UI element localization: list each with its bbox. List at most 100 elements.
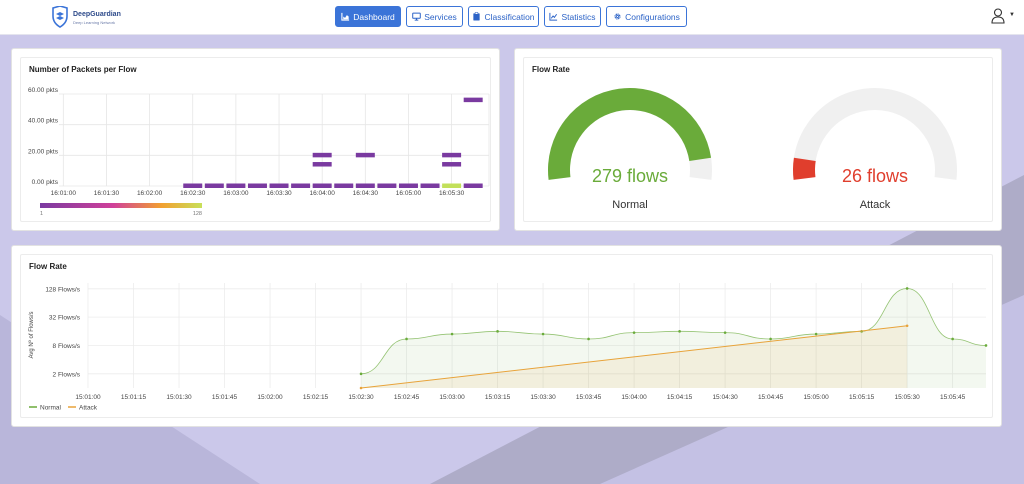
heatmap-x-tick-label: 16:02:30 — [180, 190, 206, 197]
line-x-tick-label: 15:03:00 — [439, 394, 465, 401]
series-normal-point — [984, 344, 988, 347]
flow-rate-gauges-title: Flow Rate — [532, 65, 570, 74]
heatmap-cell — [312, 152, 332, 158]
legend-normal-label: Normal — [40, 405, 62, 412]
nav-dashboard-label: Dashboard — [353, 11, 395, 22]
top-navbar: DeepGuardian Deep Learning Network Dashb… — [0, 0, 1024, 35]
heatmap-cell — [312, 162, 332, 167]
line-x-tick-label: 15:05:30 — [894, 394, 920, 401]
heatmap-cell — [398, 183, 418, 188]
attack-gauge-label: Attack — [860, 199, 891, 211]
series-normal-point — [905, 287, 909, 290]
attack-gauge-value: 26 flows — [842, 166, 908, 186]
line-x-tick-label: 15:02:45 — [394, 394, 420, 401]
chart-area-icon — [341, 12, 350, 21]
line-x-tick-label: 15:01:15 — [121, 394, 147, 401]
heatmap-x-tick-label: 16:04:30 — [353, 190, 379, 197]
packets-per-flow-card: Number of Packets per Flow 16:01:00 16:01… — [11, 48, 500, 231]
heatmap-x-tick-label: 16:03:30 — [266, 190, 292, 197]
heatmap-cell — [442, 183, 462, 188]
heatmap-x-tick-label: 16:02:00 — [137, 190, 163, 197]
heatmap-cell — [442, 152, 462, 158]
series-normal-line — [361, 288, 987, 375]
legend-attack-label: Attack — [79, 405, 98, 412]
heatmap-cell — [312, 183, 332, 188]
nav-classification-button[interactable]: Classification — [468, 6, 539, 27]
nav-configurations-label: Configurations — [625, 11, 680, 22]
heatmap-cell — [269, 183, 289, 188]
series-normal-point — [405, 337, 408, 341]
line-chart-icon — [549, 12, 558, 21]
series-normal-point — [496, 330, 499, 333]
series-attack-point — [359, 386, 363, 390]
packets-per-flow-panel: Number of Packets per Flow 16:01:00 16:01… — [20, 57, 491, 222]
heatmap-y-tick-label: 40.00 pkts — [28, 118, 59, 125]
series-attack-point — [905, 324, 909, 328]
line-x-tick-label: 15:01:00 — [75, 394, 101, 401]
line-x-tick-label: 15:03:45 — [576, 394, 602, 401]
attack-gauge-track — [793, 88, 957, 180]
flow-rate-line-card: Flow Rate 15:01:00 15:01:15 15:01:30 15:01:… — [11, 245, 1002, 427]
nav-statistics-label: Statistics — [561, 11, 596, 22]
series-normal-point — [450, 332, 454, 336]
heatmap-cell — [377, 183, 397, 188]
heatmap-cell — [247, 183, 267, 188]
series-normal-area — [361, 288, 986, 388]
line-x-tick-label: 15:03:30 — [530, 394, 556, 401]
user-icon[interactable] — [991, 8, 1005, 24]
heatmap-x-tick-label: 16:05:00 — [396, 190, 422, 197]
series-normal-point — [541, 332, 545, 336]
brand-logo[interactable]: DeepGuardian Deep Learning Network — [50, 6, 130, 30]
line-x-tick-label: 15:02:15 — [303, 394, 329, 401]
line-x-tick-label: 15:01:45 — [212, 394, 238, 401]
line-x-tick-label: 15:04:00 — [621, 394, 647, 401]
heatmap-x-tick-label: 16:01:00 — [51, 190, 77, 197]
series-attack-line — [360, 325, 908, 389]
flow-rate-line-chart: 15:01:00 15:01:15 15:01:30 15:01:45 15:02:00… — [28, 283, 988, 412]
nav-statistics-button[interactable]: Statistics — [544, 6, 601, 27]
clipboard-icon — [473, 12, 481, 21]
normal-gauge-value: 279 flows — [592, 166, 668, 186]
heatmap-y-tick-label: 20.00 pkts — [28, 148, 59, 155]
heatmap-x-tick-label: 16:05:30 — [439, 190, 465, 197]
heatmap-cell — [355, 183, 375, 188]
packets-chart-title: Number of Packets per Flow — [29, 65, 137, 74]
line-y-axis-label: Avg Nº of Flows/s — [28, 311, 35, 358]
nav-configurations-button[interactable]: Configurations — [606, 6, 687, 27]
brand-name: DeepGuardian — [73, 11, 121, 18]
packets-heatmap-chart: 16:01:00 16:01:30 16:02:00 16:02:30 16:03:00… — [28, 87, 490, 217]
nav-classification-label: Classification — [484, 11, 535, 22]
line-x-tick-label: 15:04:15 — [667, 394, 693, 401]
nav-services-label: Services — [424, 11, 457, 22]
series-normal-point — [723, 331, 727, 334]
heatmap-scale-min-label: 1 — [40, 211, 43, 217]
heatmap-cell — [226, 183, 246, 188]
series-normal-point — [951, 337, 954, 341]
nav-dashboard-button[interactable]: Dashboard — [335, 6, 401, 27]
heatmap-y-tick-label: 60.00 pkts — [28, 87, 59, 94]
series-normal-point — [769, 337, 772, 341]
series-normal-point — [814, 332, 818, 336]
line-x-tick-label: 15:01:30 — [166, 394, 192, 401]
nav-services-button[interactable]: Services — [406, 6, 463, 27]
shield-logo-icon — [52, 6, 68, 28]
monitor-icon — [412, 12, 421, 21]
line-x-tick-label: 15:02:00 — [257, 394, 283, 401]
heatmap-x-tick-label: 16:03:00 — [223, 190, 249, 197]
flow-rate-gauges-panel: Flow Rate 279 flows Normal 26 flows Atta… — [523, 57, 993, 222]
attack-gauge-fill — [793, 157, 816, 180]
series-normal-point — [678, 330, 681, 333]
series-attack-area — [361, 325, 908, 388]
series-normal-point — [632, 331, 636, 334]
heatmap-cell — [463, 183, 483, 188]
user-menu-caret-icon[interactable]: ▼ — [1009, 12, 1015, 18]
heatmap-cell — [442, 162, 462, 167]
gear-icon — [614, 13, 621, 20]
line-y-tick-label: 2 Flows/s — [53, 371, 81, 378]
heatmap-cell — [334, 183, 354, 188]
heatmap-cell — [204, 183, 224, 188]
flow-rate-gauges-card: Flow Rate 279 flows Normal 26 flows Atta… — [514, 48, 1002, 231]
line-x-tick-label: 15:03:15 — [485, 394, 511, 401]
flow-rate-gauges: 279 flows Normal 26 flows Attack — [548, 87, 957, 211]
flow-rate-line-title: Flow Rate — [29, 262, 67, 271]
